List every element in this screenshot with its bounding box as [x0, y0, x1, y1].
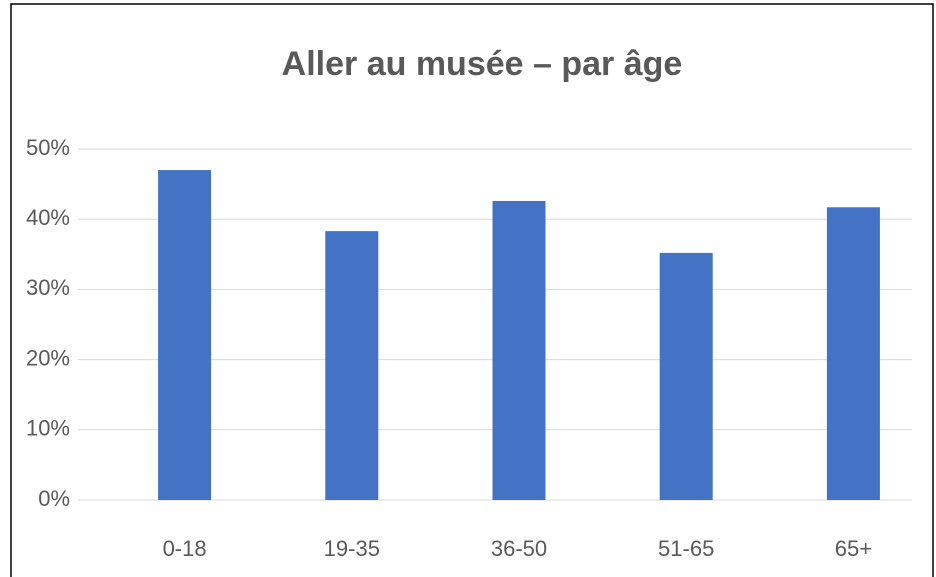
- chart-title: Aller au musée – par âge: [282, 45, 683, 83]
- bar: [826, 207, 880, 501]
- x-tick-label: 36-50: [491, 536, 547, 561]
- x-tick-label: 19-35: [324, 536, 380, 561]
- x-tick-label: 51-65: [658, 536, 714, 561]
- bar: [659, 252, 713, 500]
- y-tick-label: 0%: [38, 486, 70, 511]
- y-tick-label: 20%: [26, 345, 70, 370]
- bar: [492, 200, 546, 500]
- x-tick-label: 0-18: [163, 536, 207, 561]
- y-tick-label: 40%: [26, 205, 70, 230]
- bar: [325, 231, 379, 500]
- y-tick-label: 10%: [26, 416, 70, 441]
- bar: [158, 170, 212, 500]
- chart-border: [10, 3, 934, 577]
- y-tick-label: 50%: [26, 135, 70, 160]
- y-tick-label: 30%: [26, 275, 70, 300]
- x-tick-label: 65+: [835, 536, 872, 561]
